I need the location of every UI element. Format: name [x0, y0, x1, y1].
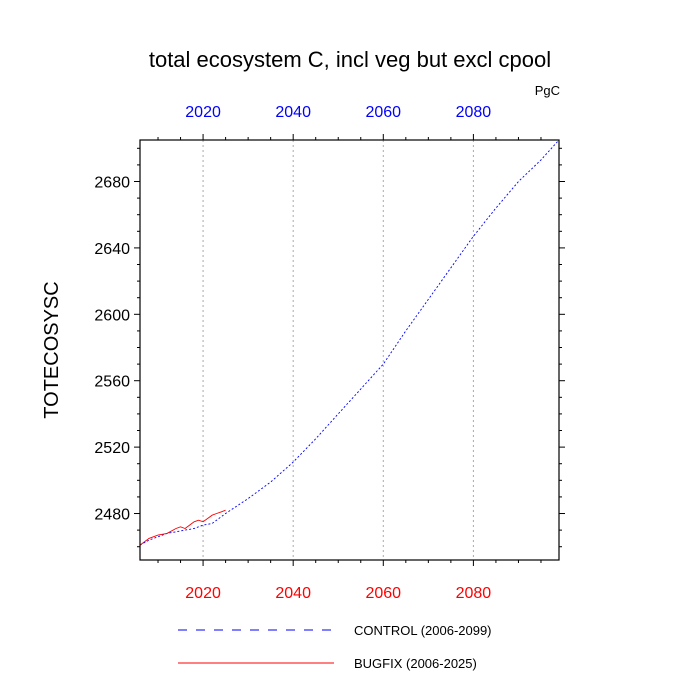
- y-tick-label: 2560: [94, 374, 130, 391]
- x-tick-label-top: 2020: [185, 104, 221, 121]
- x-tick-label-top: 2060: [365, 104, 401, 121]
- y-axis-label: TOTECOSYSC: [41, 281, 63, 418]
- y-tick-label: 2600: [94, 307, 130, 324]
- x-tick-label-bottom: 2080: [456, 585, 492, 602]
- y-tick-label: 2640: [94, 241, 130, 258]
- legend: CONTROL (2006-2099) BUGFIX (2006-2025): [178, 623, 492, 671]
- legend-label: CONTROL (2006-2099): [354, 623, 492, 638]
- x-tick-label-bottom: 2040: [275, 585, 311, 602]
- y-tick-label: 2680: [94, 175, 130, 192]
- y-tick-label: 2520: [94, 440, 130, 457]
- bugfix-series-line: [139, 509, 226, 546]
- x-tick-label-top: 2040: [275, 104, 311, 121]
- x-tick-label-top: 2080: [456, 104, 492, 121]
- legend-label: BUGFIX (2006-2025): [354, 656, 477, 671]
- axis-ticks: 2020 2020 2040 2040 2060 2060 2080 2080 2480 2520…: [94, 104, 565, 602]
- x-tick-label-bottom: 2020: [185, 585, 221, 602]
- chart-title: total ecosystem C, incl veg but excl cpo…: [149, 47, 551, 72]
- grid-lines: [202, 140, 474, 560]
- y-tick-label: 2480: [94, 507, 130, 524]
- plot-frame: [139, 139, 560, 561]
- x-tick-label-bottom: 2060: [365, 585, 401, 602]
- series-lines: [139, 139, 560, 546]
- units-label: PgC: [535, 83, 560, 98]
- control-series-line: [139, 139, 560, 546]
